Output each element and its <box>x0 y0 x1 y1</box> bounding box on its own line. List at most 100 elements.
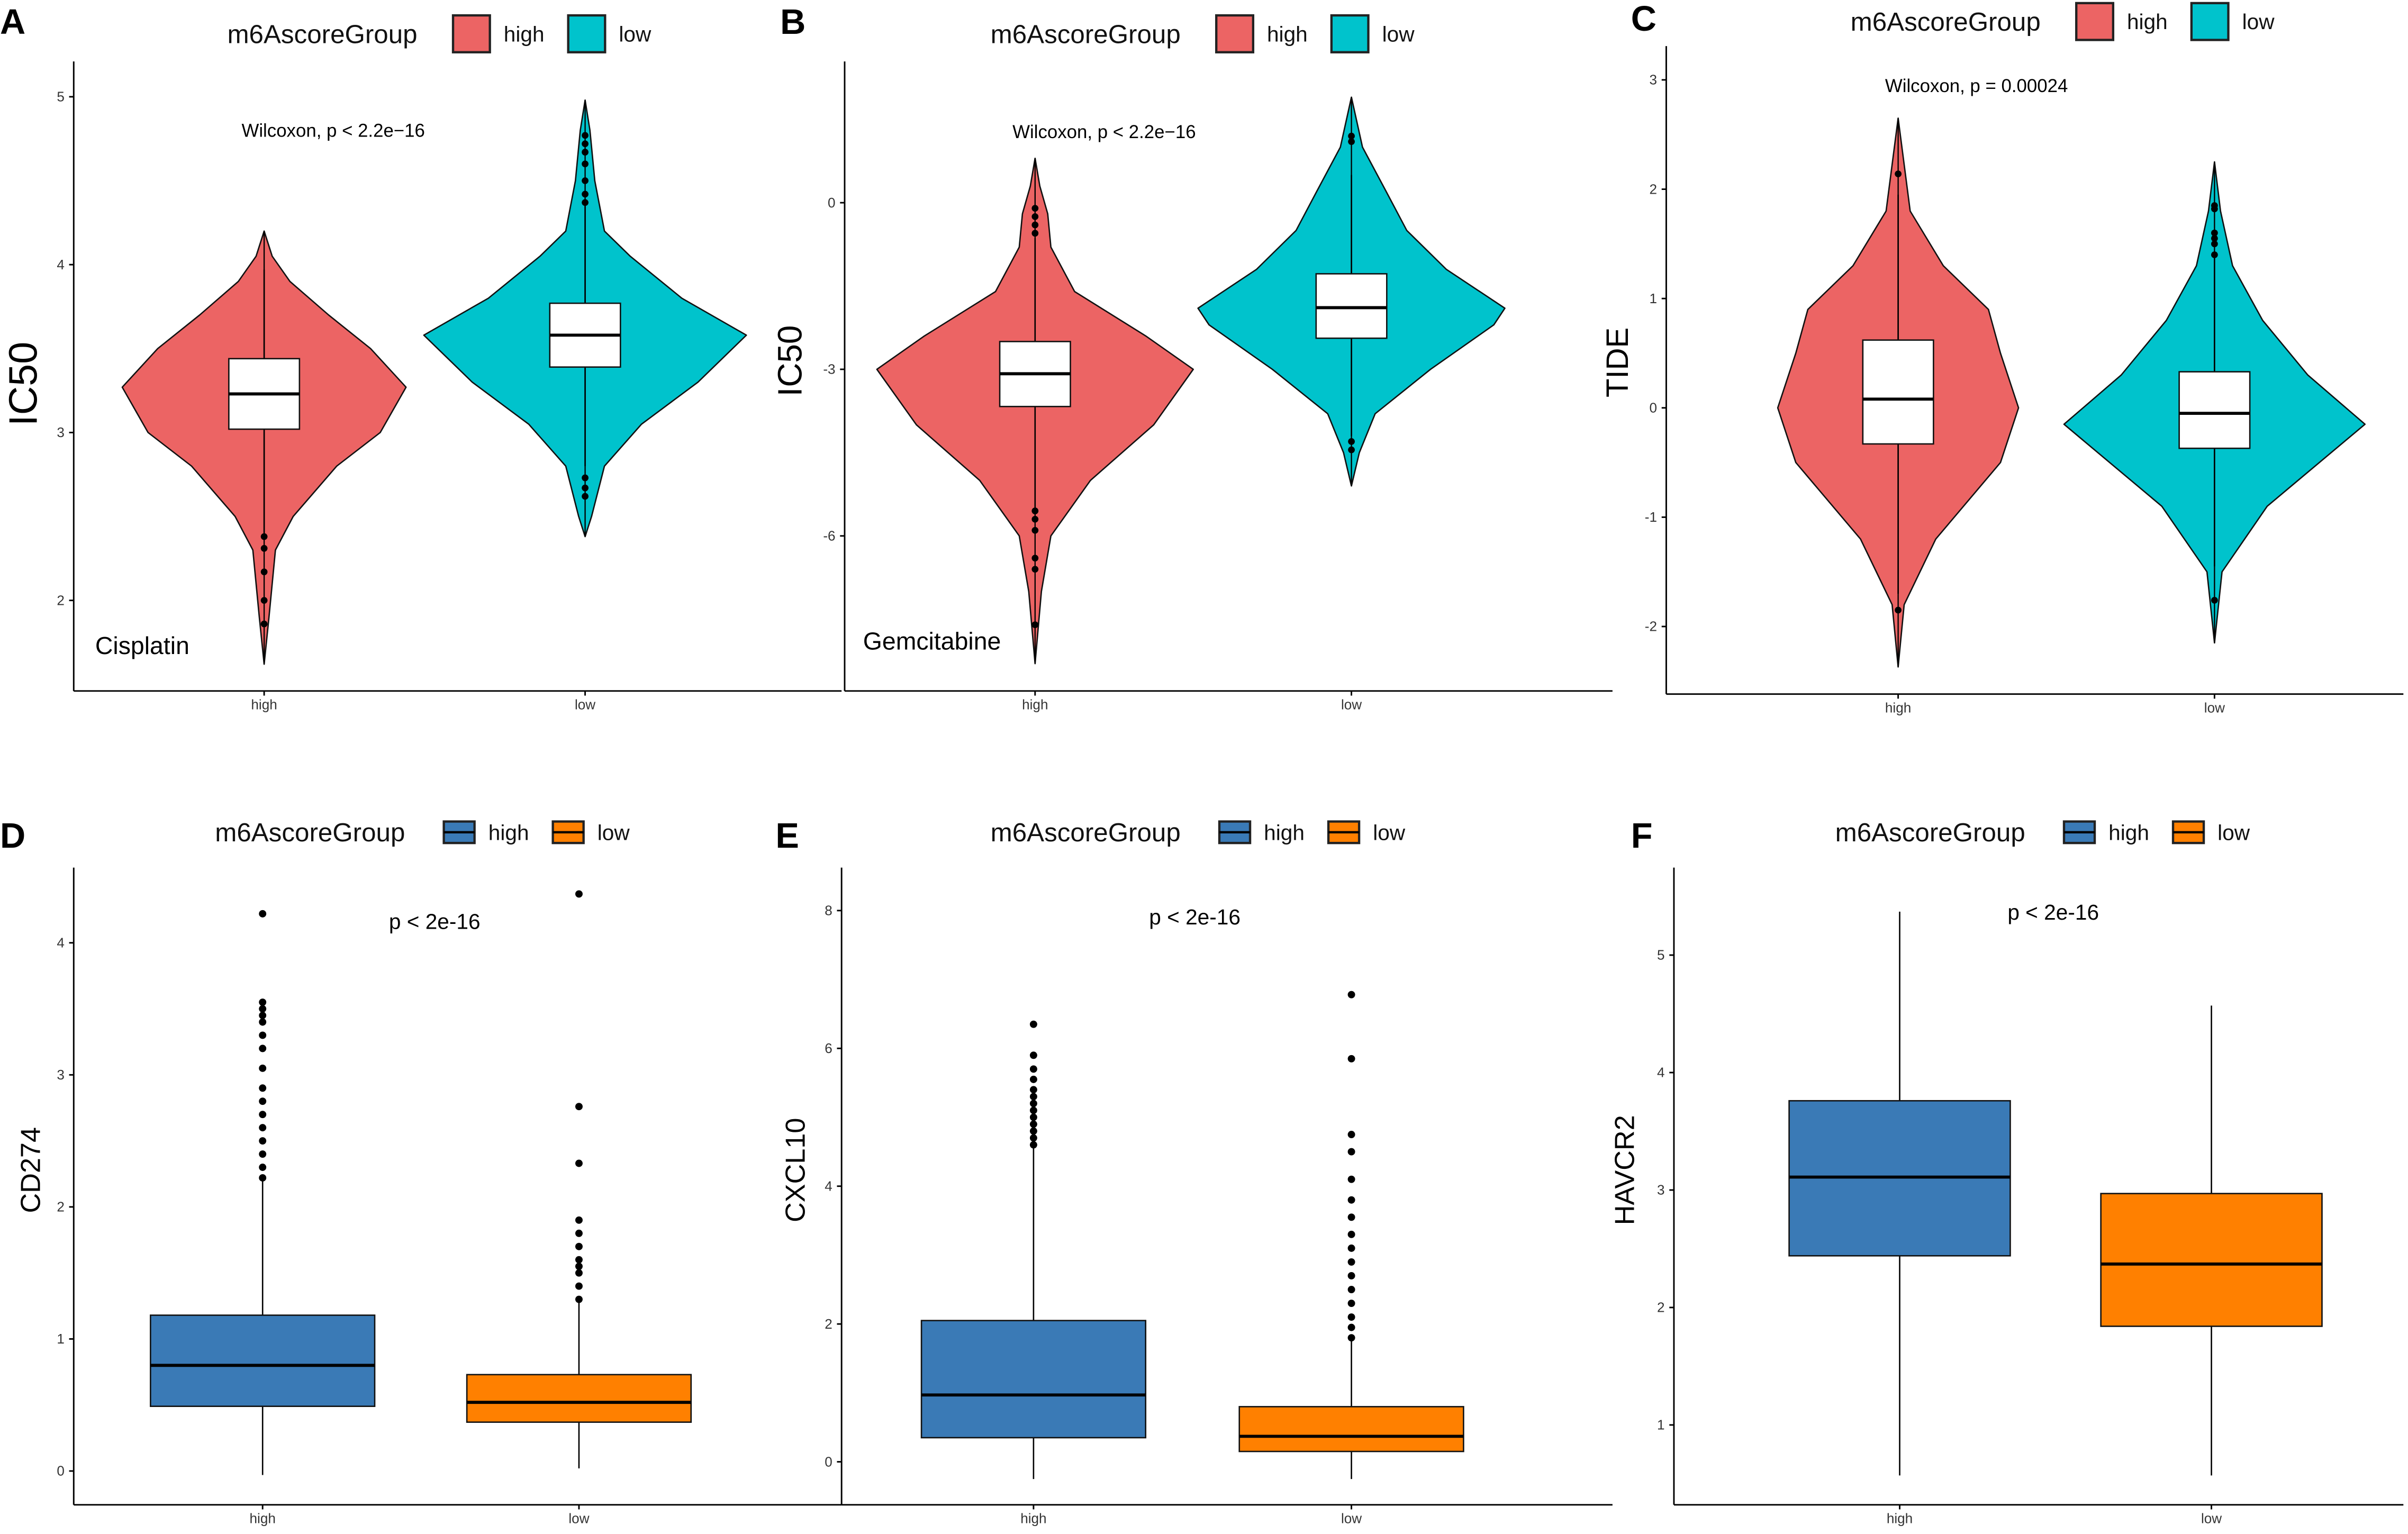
legend-label-low: low <box>1382 22 1415 46</box>
y-tick-label: 2 <box>57 592 65 608</box>
outlier-point <box>259 1174 267 1182</box>
outlier-point <box>575 1269 583 1277</box>
group-low <box>1238 991 1464 1479</box>
y-tick-label: 8 <box>825 903 832 919</box>
outlier-point <box>1031 230 1039 237</box>
x-tick-label: high <box>1887 1511 1913 1527</box>
outlier-point <box>575 1229 583 1237</box>
legend-title: m6AscoreGroup <box>991 20 1181 49</box>
box-low <box>466 1374 692 1423</box>
outlier-point <box>1029 1075 1037 1083</box>
outlier-point <box>575 1103 583 1111</box>
outlier-point <box>1347 1258 1355 1266</box>
outlier-point <box>1895 606 1902 614</box>
outlier-point <box>1031 507 1039 514</box>
outlier-point <box>1347 1300 1355 1308</box>
outlier-point <box>582 199 589 206</box>
panel-letter: C <box>1631 0 1656 39</box>
outlier-point <box>575 1216 583 1224</box>
outlier-point <box>260 597 268 604</box>
legend-label-high: high <box>2108 820 2149 845</box>
y-tick-label: 3 <box>1649 72 1657 88</box>
drug-label: Cisplatin <box>95 632 189 659</box>
outlier-point <box>582 140 589 148</box>
y-tick-label: 6 <box>825 1040 832 1056</box>
outlier-point <box>260 568 268 576</box>
outlier-point <box>259 1164 267 1171</box>
legend: m6AscoreGroup high low <box>991 818 1406 847</box>
panel-letter: D <box>0 816 25 856</box>
outlier-point <box>1029 1120 1037 1128</box>
outlier-point <box>1031 213 1039 220</box>
outlier-point <box>259 1064 267 1072</box>
outlier-point <box>1347 1148 1355 1156</box>
panel-letter: A <box>0 3 25 42</box>
outlier-point <box>1347 1131 1355 1138</box>
y-tick-label: -3 <box>823 361 835 377</box>
outlier-point <box>259 1097 267 1105</box>
y-tick-label: 2 <box>57 1199 65 1215</box>
legend-swatch-low <box>2190 2 2230 41</box>
y-tick-label: 4 <box>825 1178 832 1194</box>
outlier-point <box>2211 235 2218 242</box>
x-tick-label: low <box>568 1511 589 1527</box>
box-low <box>2178 371 2251 449</box>
y-tick-label: -1 <box>1645 509 1657 525</box>
outlier-point <box>2211 240 2218 248</box>
outlier-point <box>2211 229 2218 237</box>
y-tick-label: 1 <box>1657 1417 1665 1433</box>
outlier-point <box>1031 221 1039 229</box>
outlier-point <box>575 890 583 898</box>
group-low <box>2100 1005 2323 1476</box>
outlier-point <box>1348 438 1355 445</box>
legend-swatch-high <box>451 14 491 53</box>
outlier-point <box>575 1159 583 1167</box>
outlier-point <box>582 177 589 184</box>
outlier-point <box>259 1031 267 1039</box>
p-value-label: p < 2e-16 <box>389 910 481 934</box>
outlier-point <box>260 620 268 628</box>
outlier-point <box>1029 1141 1037 1149</box>
legend-title: m6AscoreGroup <box>1851 7 2041 37</box>
x-tick-label: low <box>575 697 595 713</box>
box-high <box>1862 339 1934 445</box>
outlier-point <box>1347 1313 1355 1321</box>
legend-swatch-low <box>1330 14 1370 53</box>
outlier-point <box>1347 1175 1355 1183</box>
box-high <box>920 1320 1147 1439</box>
outlier-point <box>1347 1196 1355 1204</box>
box-low <box>2100 1193 2323 1327</box>
y-tick-label: 1 <box>1649 291 1657 306</box>
x-tick-label: low <box>2204 700 2225 715</box>
y-tick-label: 5 <box>1657 947 1665 963</box>
legend-label-high: high <box>504 22 545 46</box>
outlier-point <box>1029 1100 1037 1108</box>
group-high <box>876 157 1194 665</box>
group-high <box>121 230 407 665</box>
group-high <box>1777 117 2020 668</box>
outlier-point <box>259 1012 267 1019</box>
outlier-point <box>259 1150 267 1158</box>
p-value-label: p < 2e-16 <box>1149 905 1241 929</box>
legend-title: m6AscoreGroup <box>991 818 1181 847</box>
legend-label-high: high <box>2127 10 2168 34</box>
legend-label-high: high <box>1264 820 1305 845</box>
legend-label-high: high <box>1267 22 1308 46</box>
outlier-point <box>1347 1055 1355 1063</box>
legend-label-high: high <box>488 820 529 845</box>
group-high <box>150 910 376 1475</box>
y-axis-title: CXCL10 <box>781 1118 811 1222</box>
outlier-point <box>259 910 267 918</box>
outlier-point <box>1031 527 1039 534</box>
outlier-point <box>1029 1113 1037 1121</box>
outlier-point <box>2211 597 2218 604</box>
y-tick-label: 0 <box>828 195 836 211</box>
box-low <box>1238 1406 1464 1453</box>
y-tick-label: 4 <box>1657 1065 1665 1081</box>
legend: m6AscoreGroup high low <box>1851 2 2275 41</box>
drug-label: Gemcitabine <box>863 628 1001 655</box>
outlier-point <box>1347 1230 1355 1238</box>
y-tick-label: 3 <box>1657 1182 1665 1198</box>
